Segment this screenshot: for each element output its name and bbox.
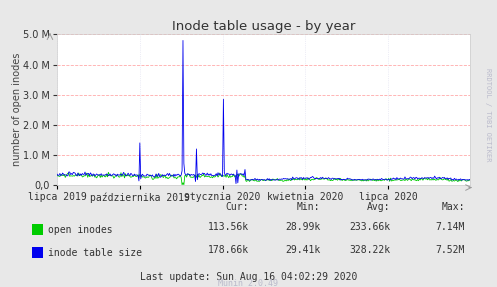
- Text: 29.41k: 29.41k: [285, 245, 321, 255]
- Text: inode table size: inode table size: [48, 248, 142, 257]
- Title: Inode table usage - by year: Inode table usage - by year: [172, 20, 355, 33]
- Text: 328.22k: 328.22k: [349, 245, 390, 255]
- Text: 7.52M: 7.52M: [435, 245, 465, 255]
- Text: 178.66k: 178.66k: [207, 245, 248, 255]
- Text: Avg:: Avg:: [367, 201, 390, 212]
- Text: 7.14M: 7.14M: [435, 222, 465, 232]
- Text: Max:: Max:: [441, 201, 465, 212]
- Text: 233.66k: 233.66k: [349, 222, 390, 232]
- Text: 28.99k: 28.99k: [285, 222, 321, 232]
- Text: open inodes: open inodes: [48, 225, 112, 234]
- Text: Min:: Min:: [297, 201, 321, 212]
- Text: Last update: Sun Aug 16 04:02:29 2020: Last update: Sun Aug 16 04:02:29 2020: [140, 272, 357, 282]
- Text: Munin 2.0.49: Munin 2.0.49: [219, 279, 278, 287]
- Text: Cur:: Cur:: [225, 201, 248, 212]
- Text: 113.56k: 113.56k: [207, 222, 248, 232]
- Y-axis label: number of open inodes: number of open inodes: [12, 53, 22, 166]
- Text: RRDTOOL / TOBI OETIKER: RRDTOOL / TOBI OETIKER: [485, 68, 491, 162]
